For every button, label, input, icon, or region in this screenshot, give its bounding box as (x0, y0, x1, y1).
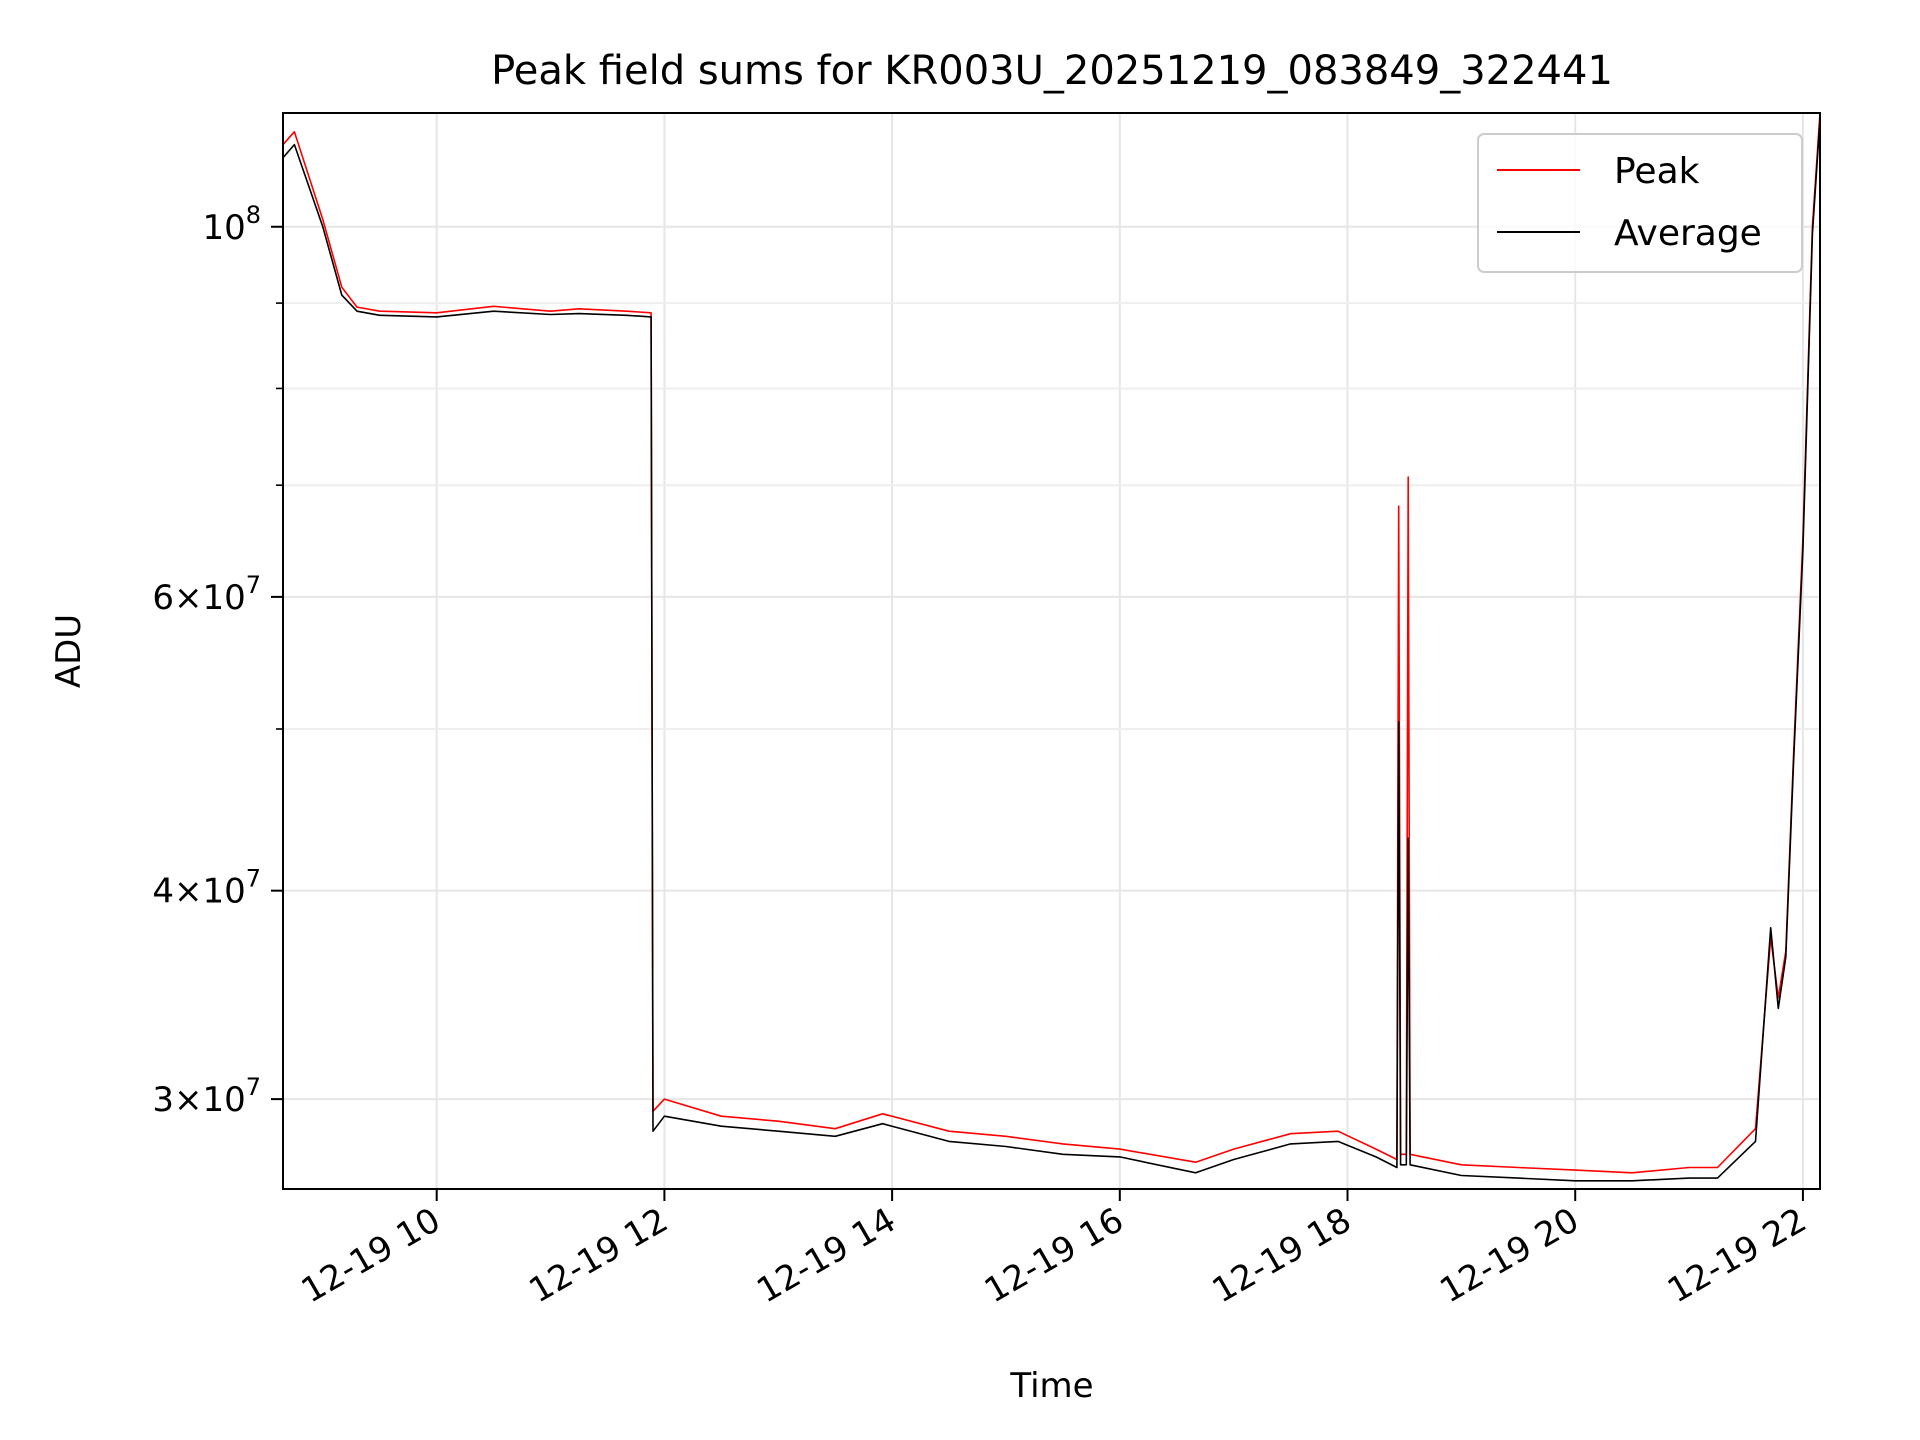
series-line-average (283, 119, 1820, 1182)
y-tick-label: 6×107 (152, 571, 261, 618)
plot-frame (282, 112, 1821, 1190)
legend-box (1477, 133, 1803, 273)
plot-background (283, 113, 1820, 1189)
y-axis-label: ADU (49, 614, 89, 688)
x-axis-label: Time (1009, 1366, 1093, 1406)
plot-area: 12-19 10 12-19 12 12-19 14 12-19 16 12-19 18… (152, 112, 1821, 1311)
series-layer (283, 113, 1820, 1182)
chart-title: Peak field sums for KR003U_20251219_0838… (491, 48, 1613, 94)
legend-label-peak: Peak (1614, 151, 1700, 192)
legend: Peak Average (1477, 133, 1803, 273)
y-tick-label: 4×107 (152, 865, 261, 912)
y-tick-label: 3×107 (152, 1073, 261, 1120)
y-axis: 3×107 4×107 6×107 108 (152, 201, 283, 1120)
series-line-peak (283, 113, 1820, 1174)
legend-label-average: Average (1614, 213, 1762, 254)
y-tick-label: 108 (202, 201, 261, 248)
